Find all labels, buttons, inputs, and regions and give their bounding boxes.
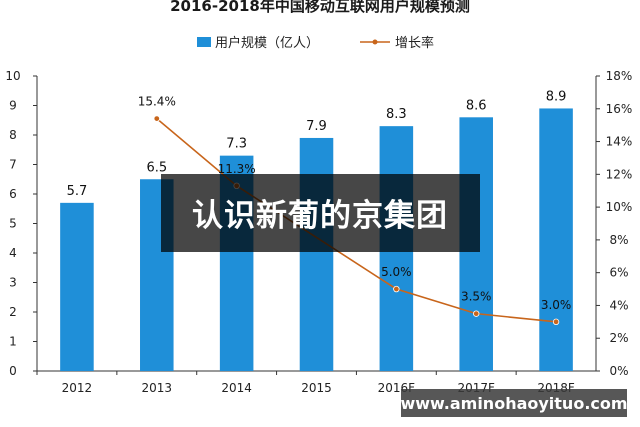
y-right-tick-label: 2%	[609, 331, 628, 345]
legend-bar-swatch	[197, 37, 211, 47]
legend: 用户规模（亿人） 增长率	[197, 35, 434, 51]
y-right-tick-label: 8%	[609, 233, 628, 247]
rate-point	[393, 285, 400, 293]
rate-value-label: 5.0%	[381, 265, 412, 279]
y-left-tick-label: 10	[5, 69, 20, 83]
legend-line-marker	[372, 39, 378, 45]
watermark: www.aminohaoyituo.com	[400, 389, 628, 417]
rate-point	[153, 115, 160, 122]
y-right-tick-label: 4%	[609, 298, 628, 312]
watermark-bg	[401, 389, 627, 417]
watermark-url: www.aminohaoyituo.com	[400, 394, 627, 413]
bar	[60, 202, 94, 371]
x-tick-label: 2013	[142, 381, 173, 395]
x-tick-label: 2014	[221, 381, 252, 395]
bar	[539, 108, 573, 371]
overlay-banner-bg	[161, 174, 480, 252]
y-right-tick-label: 12%	[606, 167, 633, 181]
bar-value-label: 8.6	[466, 98, 487, 113]
overlay-caption: 认识新葡的京集团	[192, 198, 448, 234]
bar-value-label: 7.9	[306, 119, 327, 134]
data-labels: 5.7 6.5 7.3 7.9 8.3 8.6 8.9 15.4% 11.3% 5.0% 3.5% 3…	[67, 89, 572, 311]
overlay-banner: 认识新葡的京集团	[161, 174, 480, 252]
rate-point	[552, 318, 560, 326]
rate-value-label: 11.3%	[218, 162, 256, 176]
legend-bar-label: 用户规模（亿人）	[215, 35, 319, 51]
rate-value-label: 3.5%	[461, 290, 492, 304]
axes: 0 1 2 3 4 5 6 7 8 9 10 0% 2% 4% 6% 8% 10% 12% 14% 16% 18% 201…	[5, 69, 632, 395]
y-right-tick-label: 0%	[609, 364, 628, 378]
y-left-tick-label: 1	[9, 335, 17, 349]
y-left-tick-label: 9	[9, 99, 17, 113]
y-left-tick-label: 4	[9, 246, 17, 260]
rate-value-label: 15.4%	[138, 95, 176, 109]
bar-value-label: 5.7	[67, 184, 88, 199]
y-left-tick-label: 0	[9, 364, 17, 378]
y-left-tick-label: 8	[9, 128, 17, 142]
bar-value-label: 8.9	[546, 89, 567, 104]
y-right-tick-label: 16%	[606, 102, 633, 116]
chart-title: 2016-2018年中国移动互联网用户规模预测	[170, 0, 470, 15]
bar	[299, 137, 334, 371]
y-right-tick-label: 6%	[609, 266, 628, 280]
y-left-tick-label: 6	[9, 187, 17, 201]
y-right-tick-label: 14%	[606, 135, 633, 149]
bar-value-label: 8.3	[386, 107, 407, 122]
bar-value-label: 7.3	[226, 137, 247, 152]
y-left-tick-label: 3	[9, 276, 17, 290]
y-right-tick-label: 18%	[606, 69, 633, 83]
rate-point	[473, 310, 480, 317]
rate-value-label: 3.0%	[541, 298, 572, 312]
x-tick-label: 2015	[301, 381, 332, 395]
y-right-tick-label: 10%	[606, 200, 633, 214]
legend-line-label: 增长率	[395, 35, 434, 51]
x-tick-label: 2012	[62, 381, 93, 395]
y-left-tick-label: 2	[9, 305, 17, 319]
bar-value-label: 6.5	[146, 160, 167, 175]
y-left-tick-label: 5	[9, 217, 17, 231]
y-left-tick-label: 7	[9, 158, 17, 172]
